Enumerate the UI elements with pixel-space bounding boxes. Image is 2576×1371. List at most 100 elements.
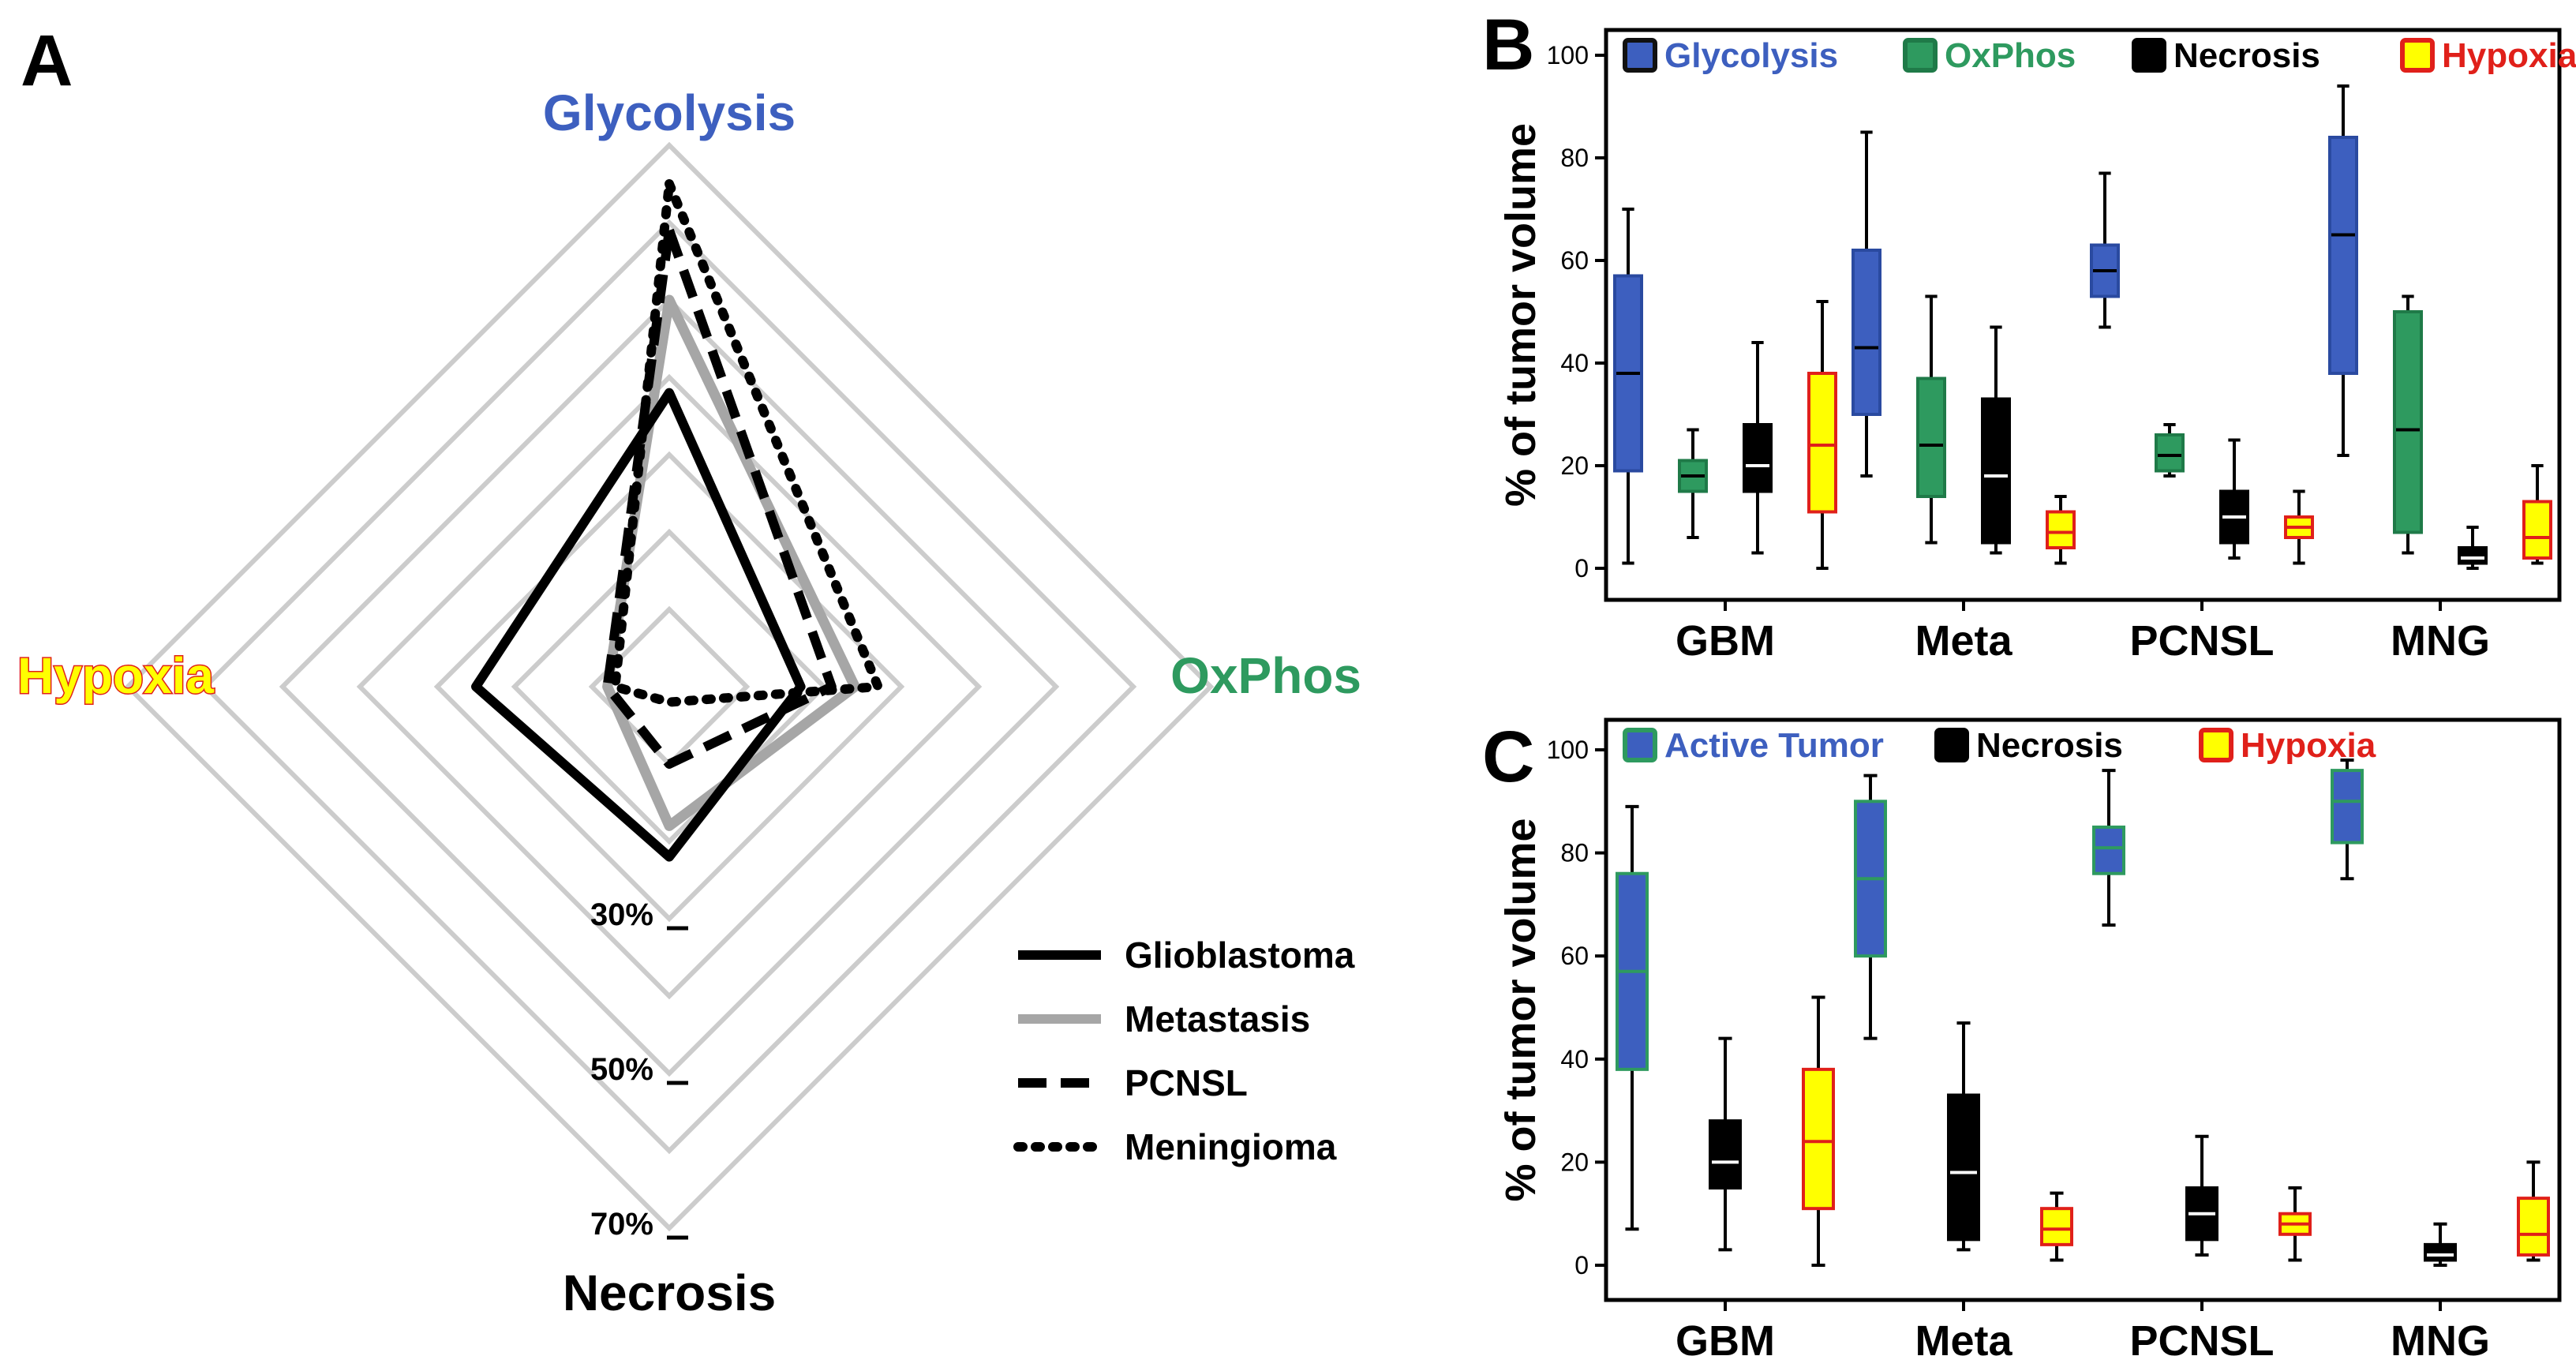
y-tick-label: 40: [1560, 1045, 1589, 1073]
box-oxphos-pcnsl: [2155, 423, 2185, 478]
x-tick-label-mng: MNG: [2391, 617, 2490, 665]
box-active-tumor-meta: [1854, 774, 1887, 1040]
legend-swatch-necrosis: [1934, 728, 1969, 762]
radar-ring-label: 30%: [590, 897, 653, 932]
y-tick-label: 60: [1560, 246, 1589, 275]
radar-ring-labels: 30% 50% 70%: [590, 897, 688, 1242]
radar-chart: A Glycolysis OxPhos Necrosis Hypoxia 30% 50%…: [17, 21, 1362, 1321]
legend-label-active-tumor: Active Tumor: [1664, 726, 1884, 765]
radar-axis-label-glycolysis: Glycolysis: [543, 84, 796, 141]
legend-swatch-oxphos: [1903, 38, 1938, 73]
boxplot-c: C 0 20 40 60 80 100 % of tumor volume GBM Meta PC…: [1482, 717, 2562, 1365]
y-tick-label: 0: [1574, 554, 1589, 582]
box-body: [2155, 433, 2185, 473]
box-body: [1807, 372, 1837, 514]
radar-axis-labels: Glycolysis OxPhos Necrosis Hypoxia: [17, 84, 1362, 1321]
radar-legend: Glioblastoma Metastasis PCNSL Meningioma: [1013, 935, 1355, 1167]
legend-swatch-hypoxia: [2400, 38, 2435, 73]
panel-label-a: A: [21, 21, 73, 101]
radar-series: [471, 179, 883, 862]
x-tick-label-meta: Meta: [1915, 617, 2012, 665]
x-tick-label-mng: MNG: [2391, 1317, 2490, 1365]
x-tick-label-meta: Meta: [1915, 1317, 2012, 1365]
legend-swatch-active-tumor: [1623, 728, 1657, 762]
box-necrosis-meta: [1947, 1021, 1980, 1252]
box-body: [1852, 249, 1881, 416]
radar-ring: [511, 528, 828, 845]
y-tick-label: 20: [1560, 451, 1589, 480]
y-tick-label: 40: [1560, 349, 1589, 377]
y-tick-label: 60: [1560, 942, 1589, 970]
box-hypoxia-pcnsl: [2278, 1186, 2312, 1262]
x-tick-label-gbm: GBM: [1676, 1317, 1775, 1365]
radar-series-meningioma: [610, 179, 883, 707]
box-body: [2331, 769, 2364, 845]
radar-axis-label-oxphos: OxPhos: [1170, 647, 1361, 704]
radar-series-glioblastoma: [471, 388, 806, 862]
radar-ring: [201, 219, 1137, 1155]
x-tick-label-pcnsl: PCNSL: [2129, 617, 2274, 665]
radar-grid: [124, 141, 1215, 1232]
legend-label-hypoxia: Hypoxia: [2442, 36, 2576, 75]
panel-label-b: B: [1482, 5, 1534, 85]
y-axis-label: % of tumor volume: [1497, 123, 1544, 507]
box-body: [1916, 376, 1946, 498]
box-necrosis-pcnsl: [2219, 438, 2249, 560]
box-oxphos-gbm: [1678, 428, 1708, 539]
legend-swatch-hypoxia: [2199, 728, 2233, 762]
box-necrosis-mng: [2424, 1222, 2457, 1267]
box-hypoxia-pcnsl: [2284, 489, 2314, 565]
radar-ring-label: 70%: [590, 1207, 653, 1242]
box-body: [1981, 397, 2011, 545]
box-active-tumor-gbm: [1616, 804, 1649, 1231]
box-necrosis-gbm: [1709, 1036, 1742, 1252]
y-tick-label: 80: [1560, 839, 1589, 867]
box-hypoxia-meta: [2046, 495, 2076, 565]
box-body: [2092, 825, 2125, 875]
box-body: [1947, 1093, 1980, 1242]
box-necrosis-meta: [1981, 325, 2011, 555]
box-hypoxia-gbm: [1802, 995, 1835, 1267]
y-tick-label: 100: [1547, 736, 1589, 764]
box-necrosis-mng: [2458, 526, 2488, 570]
box-body: [2424, 1242, 2457, 1262]
y-tick-label: 80: [1560, 144, 1589, 172]
legend-label-necrosis: Necrosis: [2174, 36, 2320, 75]
box-oxphos-mng: [2393, 294, 2423, 555]
radar-axis-label-necrosis: Necrosis: [563, 1264, 776, 1321]
box-hypoxia-mng: [2522, 464, 2552, 565]
radar-ring-label: 50%: [590, 1052, 653, 1087]
y-tick-label: 20: [1560, 1148, 1589, 1176]
y-tick-label: 100: [1547, 41, 1589, 69]
y-tick-label: 0: [1574, 1251, 1589, 1279]
x-tick-label-gbm: GBM: [1676, 617, 1775, 665]
box-necrosis-gbm: [1743, 341, 1773, 555]
legend-label-oxphos: OxPhos: [1945, 36, 2076, 75]
radar-ring: [124, 141, 1215, 1232]
box-body: [2040, 1207, 2073, 1246]
plot-frame: [1604, 717, 2562, 1302]
box-hypoxia-meta: [2040, 1191, 2073, 1262]
box-glycolysis-mng: [2328, 84, 2358, 457]
radar-ring: [433, 451, 905, 923]
legend-label-necrosis: Necrosis: [1976, 726, 2123, 765]
box-oxphos-meta: [1916, 294, 1946, 545]
legend-label-pcnsl: PCNSL: [1125, 1062, 1248, 1103]
box-hypoxia-gbm: [1807, 300, 1837, 570]
radar-ring: [356, 373, 983, 1000]
box-active-tumor-mng: [2331, 759, 2364, 881]
box-body: [2522, 500, 2552, 560]
legend-label-glycolysis: Glycolysis: [1664, 36, 1838, 75]
y-axis-label: % of tumor volume: [1497, 818, 1544, 1201]
boxplot-b: B 0 20 40 60 80 100 % of tumor volume GBM Meta PC…: [1482, 5, 2576, 665]
panel-label-c: C: [1482, 717, 1534, 797]
box-body: [2458, 546, 2488, 565]
legend-label-glioblastoma: Glioblastoma: [1125, 935, 1355, 976]
box-body: [2393, 310, 2423, 534]
legend-label-meningioma: Meningioma: [1125, 1126, 1337, 1167]
box-body: [2517, 1197, 2550, 1257]
box-body: [2328, 136, 2358, 375]
box-body: [1709, 1119, 1742, 1190]
box-glycolysis-meta: [1852, 130, 1881, 478]
